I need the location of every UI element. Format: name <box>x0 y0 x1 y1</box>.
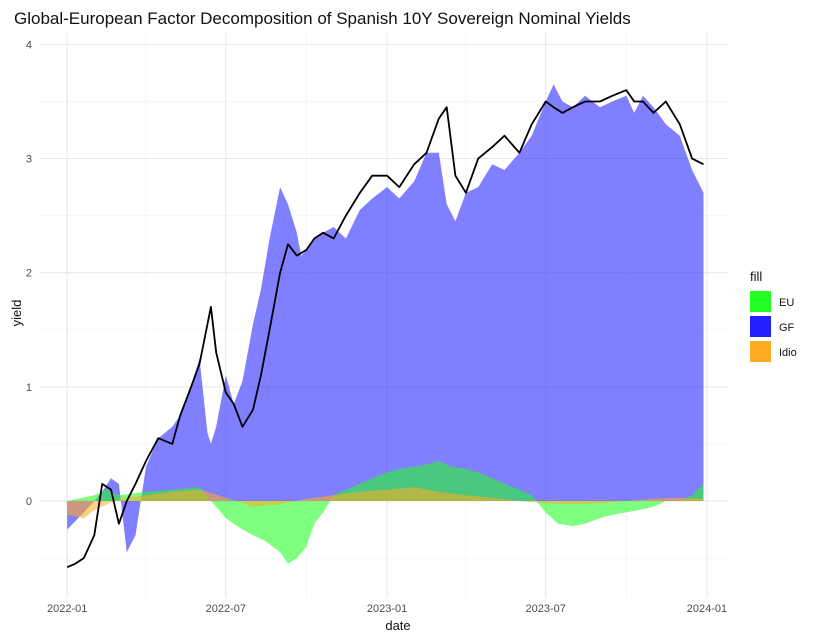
plot-grid <box>40 33 728 598</box>
y-axis-label: yield <box>9 300 24 327</box>
y-tick-label: 0 <box>26 496 32 508</box>
legend-label-gf: GF <box>779 322 795 334</box>
legend-label-eu: EU <box>779 297 794 309</box>
area-eu <box>67 461 704 564</box>
y-axis-ticks: 0 1 2 3 4 <box>26 39 32 508</box>
x-axis-ticks: 2022-01 2022-07 2023-01 2023-07 2024-01 <box>47 603 727 615</box>
x-axis-label: date <box>385 618 410 633</box>
area-gf <box>67 84 704 553</box>
y-tick-label: 3 <box>26 154 32 166</box>
x-tick-label: 2023-01 <box>367 603 407 615</box>
x-tick-label: 2023-07 <box>526 603 566 615</box>
legend-key-eu <box>750 291 771 312</box>
legend-label-idio: Idio <box>779 347 797 359</box>
legend: fill EU GF Idio <box>750 269 797 362</box>
x-tick-label: 2024-01 <box>687 603 727 615</box>
line-yield <box>66 89 704 569</box>
legend-key-gf <box>750 316 771 337</box>
x-tick-label: 2022-01 <box>47 603 87 615</box>
y-tick-label: 1 <box>26 382 32 394</box>
legend-key-idio <box>750 341 771 362</box>
chart-title: Global-European Factor Decomposition of … <box>14 9 631 28</box>
plot-lines <box>66 89 704 569</box>
area-idio <box>67 487 704 519</box>
x-tick-label: 2022-07 <box>206 603 246 615</box>
legend-items: EU GF Idio <box>750 291 797 362</box>
y-tick-label: 4 <box>26 39 32 51</box>
y-tick-label: 2 <box>26 268 32 280</box>
legend-title: fill <box>750 269 762 284</box>
plot-areas <box>67 84 704 564</box>
